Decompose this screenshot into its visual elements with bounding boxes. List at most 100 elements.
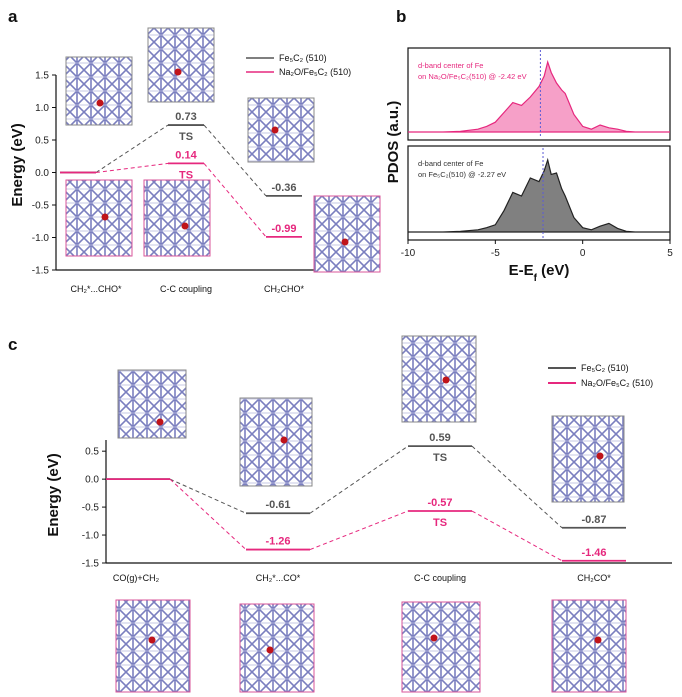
- ts-label: TS: [179, 169, 193, 181]
- y-tick-label: 1.0: [35, 103, 49, 114]
- energy-value-label: -0.99: [271, 223, 296, 235]
- panel-c-label: c: [8, 335, 17, 354]
- y-tick-label: -1.5: [82, 559, 100, 570]
- structure-thumb-c4: [551, 415, 625, 503]
- energy-value-label: -1.26: [265, 536, 290, 548]
- y-tick-label: -0.5: [82, 503, 100, 514]
- x-tick-label: 0: [580, 248, 586, 259]
- category-label: C-C coupling: [414, 573, 466, 583]
- panel-b-xticks: -10 -5 0 5: [401, 240, 673, 259]
- category-label: CH₂*...CO*: [256, 573, 301, 583]
- y-tick-label: 0.0: [85, 475, 99, 486]
- structure-thumb-a2: [147, 27, 215, 103]
- panel-c: c Energy (eV) 0.5 0.0 -0.5 -1.0 -1.5 -0.61 0.…: [8, 335, 672, 693]
- structure-thumb-c1: [117, 369, 187, 439]
- ts-label: TS: [179, 131, 193, 143]
- category-label: CO(g)+CH₂: [113, 573, 160, 583]
- panel-a-series: 0.73 TS -0.36 0.14 TS -0.99: [60, 111, 302, 238]
- y-tick-label: 1.5: [35, 71, 49, 82]
- structure-thumb-c7: [401, 601, 481, 693]
- panel-c-categories: CO(g)+CH₂ CH₂*...CO* C-C coupling CH₂CO*: [113, 573, 611, 583]
- structure-thumb-c3: [401, 335, 477, 423]
- atom-marker: [271, 126, 279, 134]
- energy-value-label: -0.36: [271, 182, 296, 194]
- legend-label-na2o: Na₂O/Fe₅C₂ (510): [581, 378, 653, 388]
- structure-thumb-c2: [239, 397, 313, 487]
- category-label: CH₂CO*: [577, 573, 611, 583]
- energy-connector: [95, 162, 169, 173]
- x-tick-label: 5: [667, 248, 673, 259]
- legend-label-na2o: Na₂O/Fe₅C₂ (510): [279, 67, 351, 77]
- energy-connector: [169, 478, 247, 514]
- energy-value-label: 0.14: [175, 149, 197, 161]
- pdos-area: [408, 59, 670, 133]
- y-tick-label: -0.5: [32, 201, 50, 212]
- energy-value-label: 0.59: [429, 432, 450, 444]
- atom-marker: [442, 376, 450, 384]
- y-tick-label: -1.5: [32, 266, 50, 277]
- pdos-top-area: [408, 50, 670, 138]
- atom-marker: [156, 418, 164, 426]
- pdos-top-annotation-line1: d-band center of Fe: [418, 61, 483, 70]
- energy-value-label: -0.61: [265, 499, 290, 511]
- pdos-top-frame: [407, 47, 671, 141]
- panel-b-xlabel: E-Ef (eV): [509, 262, 570, 284]
- energy-connector: [203, 124, 267, 197]
- x-tick-label: -10: [401, 248, 416, 259]
- structure-thumb-c6: [239, 603, 315, 693]
- panel-c-yticks: 0.5 0.0 -0.5 -1.0 -1.5: [82, 447, 106, 570]
- energy-connector: [95, 124, 169, 173]
- energy-connector: [169, 478, 247, 550]
- energy-value-label: -1.46: [581, 547, 606, 559]
- structure-thumb-a5: [143, 179, 211, 257]
- atom-marker: [594, 636, 602, 644]
- energy-connector: [309, 445, 409, 514]
- atom-marker: [596, 452, 604, 460]
- legend-label-fe5c2: Fe₅C₂ (510): [581, 363, 629, 373]
- structure-thumb-a1: [65, 56, 133, 126]
- category-label: CH₂CHO*: [264, 284, 304, 294]
- panel-c-legend: Fe₅C₂ (510) Na₂O/Fe₅C₂ (510): [548, 363, 653, 388]
- y-tick-label: -1.0: [32, 233, 50, 244]
- pdos-top-annotation-line2: on Na₂O/Fe₅C₂(510) @ -2.42 eV: [418, 72, 527, 81]
- atom-marker: [181, 222, 189, 230]
- category-label: C-C coupling: [160, 284, 212, 294]
- atom-marker: [430, 634, 438, 642]
- panel-b: b PDOS (a.u.) d-band center of Fe on Na₂…: [385, 7, 673, 284]
- atom-marker: [174, 68, 182, 76]
- atom-marker: [341, 238, 349, 246]
- energy-connector: [471, 445, 563, 529]
- y-tick-label: 0.0: [35, 168, 49, 179]
- panel-a-ylabel: Energy (eV): [9, 123, 26, 206]
- energy-value-label: 0.73: [175, 111, 196, 123]
- panel-c-series: -0.61 0.59 TS -0.87 -1.26 -0.57 TS -1.46: [106, 432, 626, 562]
- pdos-bottom-area: [408, 148, 670, 238]
- y-tick-label: 0.5: [85, 447, 99, 458]
- energy-value-label: -0.87: [581, 514, 606, 526]
- atom-marker: [96, 99, 104, 107]
- energy-connector: [309, 510, 409, 551]
- y-tick-label: 0.5: [35, 136, 49, 147]
- panel-b-label: b: [396, 7, 406, 26]
- panel-a-legend: Fe₅C₂ (510) Na₂O/Fe₅C₂ (510): [246, 53, 351, 77]
- structure-thumb-a3: [247, 97, 315, 163]
- category-label: CH₂*...CHO*: [71, 284, 122, 294]
- x-tick-label: -5: [491, 248, 500, 259]
- panel-a: a Energy (eV) 1.5 1.0 0.5 0.0 -0.5 -1.0 -1.5 0…: [8, 7, 381, 294]
- ts-label: TS: [433, 517, 447, 529]
- structure-thumb-c5: [115, 599, 191, 693]
- pdos-bottom-annotation-line2: on Fe₅C₂(510) @ -2.27 eV: [418, 170, 506, 179]
- energy-value-label: -0.57: [427, 497, 452, 509]
- structure-thumb-a6: [313, 195, 381, 273]
- panel-a-categories: CH₂*...CHO* C-C coupling CH₂CHO*: [71, 284, 305, 294]
- pdos-bottom-annotation-line1: d-band center of Fe: [418, 159, 483, 168]
- structure-thumb-a4: [65, 179, 133, 257]
- atom-marker: [266, 646, 274, 654]
- structure-thumb-c8: [551, 599, 627, 693]
- energy-connector: [471, 510, 563, 562]
- panel-b-ylabel: PDOS (a.u.): [385, 101, 402, 184]
- pdos-bottom-frame: [407, 145, 671, 241]
- pdos-area: [408, 157, 670, 233]
- panel-a-yticks: 1.5 1.0 0.5 0.0 -0.5 -1.0 -1.5: [32, 71, 56, 277]
